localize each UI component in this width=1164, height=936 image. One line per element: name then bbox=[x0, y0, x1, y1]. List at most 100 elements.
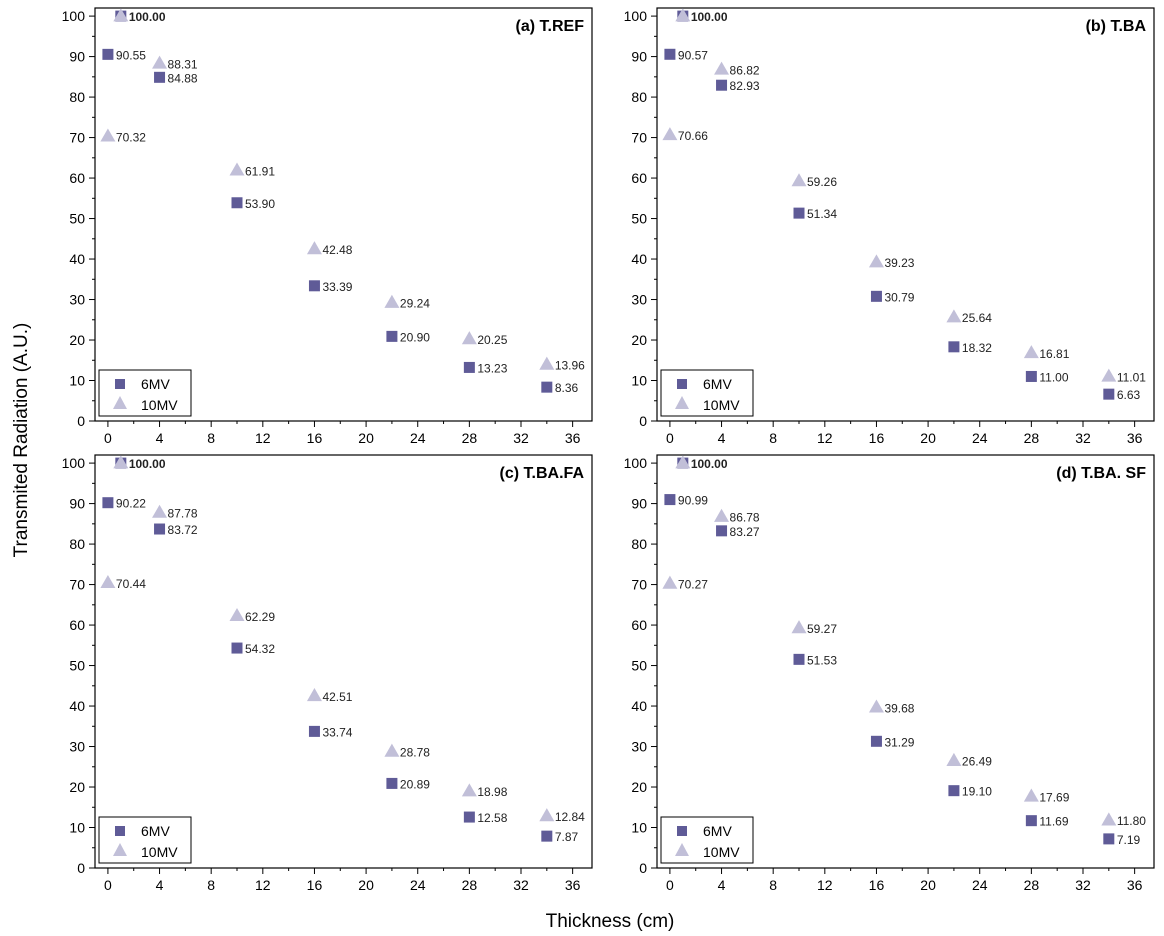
data-label: 33.74 bbox=[322, 725, 352, 739]
x-tick-label: 36 bbox=[565, 877, 581, 893]
y-tick-label: 90 bbox=[69, 49, 85, 65]
y-tick-label: 70 bbox=[631, 130, 647, 146]
data-label: 7.87 bbox=[555, 830, 579, 844]
data-label: 25.64 bbox=[962, 311, 992, 325]
point-10mv bbox=[229, 162, 245, 176]
y-tick-label: 0 bbox=[639, 413, 647, 429]
point-6mv bbox=[948, 341, 960, 353]
legend-label-6mv: 6MV bbox=[141, 376, 170, 392]
legend-marker-6mv bbox=[677, 379, 687, 389]
y-tick-label: 80 bbox=[69, 89, 85, 105]
point-10mv bbox=[1023, 788, 1039, 802]
point-6mv bbox=[664, 494, 676, 506]
y-tick-label: 50 bbox=[69, 658, 85, 674]
data-label: 31.29 bbox=[884, 735, 914, 749]
y-tick-label: 90 bbox=[69, 496, 85, 512]
legend-label-10mv: 10MV bbox=[141, 844, 178, 860]
data-label: 70.32 bbox=[116, 130, 146, 144]
point-6mv bbox=[793, 653, 805, 665]
data-label: 90.22 bbox=[116, 497, 146, 511]
x-tick-label: 36 bbox=[1127, 430, 1143, 446]
x-axis-title: Thickness (cm) bbox=[546, 911, 675, 932]
point-10mv bbox=[113, 455, 129, 469]
x-tick-label: 0 bbox=[666, 877, 674, 893]
y-tick-label: 10 bbox=[69, 820, 85, 836]
point-6mv bbox=[102, 497, 114, 509]
x-tick-label: 4 bbox=[718, 430, 726, 446]
data-label: 42.51 bbox=[322, 690, 352, 704]
point-10mv bbox=[714, 508, 730, 522]
y-tick-label: 40 bbox=[69, 698, 85, 714]
x-tick-label: 4 bbox=[718, 877, 726, 893]
point-6mv bbox=[463, 361, 475, 373]
point-10mv bbox=[868, 699, 884, 713]
point-6mv bbox=[308, 725, 320, 737]
point-6mv bbox=[308, 280, 320, 292]
x-tick-label: 28 bbox=[1024, 877, 1040, 893]
y-tick-label: 60 bbox=[631, 170, 647, 186]
panel-3: 0 10 20 30 40 50 60 70 80 90 100 0 4 8 12 16 20 24 28 32 36 (… bbox=[62, 454, 593, 893]
x-tick-label: 20 bbox=[920, 877, 936, 893]
legend-label-10mv: 10MV bbox=[703, 844, 740, 860]
point-6mv bbox=[1103, 388, 1115, 400]
y-tick-label: 70 bbox=[69, 130, 85, 146]
y-tick-label: 70 bbox=[631, 577, 647, 593]
panel-title: (d) T.BA. SF bbox=[1056, 465, 1146, 482]
data-label: 86.78 bbox=[730, 511, 760, 525]
data-label: 70.44 bbox=[116, 577, 146, 591]
data-label: 100.00 bbox=[129, 10, 166, 24]
data-label: 8.36 bbox=[555, 381, 579, 395]
data-label: 42.48 bbox=[322, 243, 352, 257]
legend-marker-10mv bbox=[675, 843, 689, 856]
point-6mv bbox=[386, 330, 398, 342]
x-tick-label: 32 bbox=[513, 877, 529, 893]
panel-title: (b) T.BA bbox=[1086, 18, 1147, 35]
legend-label-6mv: 6MV bbox=[141, 823, 170, 839]
data-label: 51.53 bbox=[807, 653, 837, 667]
point-6mv bbox=[541, 381, 553, 393]
y-tick-label: 0 bbox=[77, 860, 85, 876]
data-label: 17.69 bbox=[1039, 790, 1069, 804]
y-tick-label: 100 bbox=[62, 8, 86, 24]
data-label: 84.88 bbox=[168, 71, 198, 85]
data-label: 20.90 bbox=[400, 330, 430, 344]
y-tick-label: 40 bbox=[69, 251, 85, 267]
y-tick-label: 20 bbox=[631, 332, 647, 348]
data-label: 11.00 bbox=[1039, 370, 1068, 384]
data-label: 88.31 bbox=[168, 57, 198, 71]
point-6mv bbox=[231, 197, 243, 209]
plot-frame bbox=[94, 454, 593, 869]
point-6mv bbox=[154, 523, 166, 535]
point-10mv bbox=[675, 455, 691, 469]
data-label: 70.66 bbox=[678, 129, 708, 143]
x-tick-label: 20 bbox=[358, 430, 374, 446]
data-label: 82.93 bbox=[730, 79, 760, 93]
point-10mv bbox=[946, 309, 962, 323]
data-label: 29.24 bbox=[400, 297, 430, 311]
point-10mv bbox=[306, 241, 322, 255]
x-tick-label: 36 bbox=[1127, 877, 1143, 893]
point-10mv bbox=[229, 607, 245, 622]
point-6mv bbox=[1025, 815, 1037, 827]
y-axis-title: Transmited Radiation (A.U.) bbox=[11, 323, 32, 558]
panel-4: 0 10 20 30 40 50 60 70 80 90 100 0 4 8 12 16 20 24 28 32 36 (… bbox=[624, 454, 1155, 893]
legend-label-6mv: 6MV bbox=[703, 823, 732, 839]
y-tick-label: 50 bbox=[631, 211, 647, 227]
data-label: 100.00 bbox=[691, 10, 728, 24]
data-label: 11.69 bbox=[1039, 815, 1068, 829]
data-label: 6.63 bbox=[1117, 388, 1141, 402]
point-6mv bbox=[1025, 370, 1037, 382]
x-tick-label: 24 bbox=[972, 877, 988, 893]
data-label: 87.78 bbox=[168, 507, 198, 521]
data-label: 20.89 bbox=[400, 777, 430, 791]
x-tick-label: 8 bbox=[207, 430, 215, 446]
panel-title: (a) T.REF bbox=[516, 18, 585, 35]
point-10mv bbox=[113, 8, 129, 22]
legend-label-10mv: 10MV bbox=[703, 397, 740, 413]
x-tick-label: 12 bbox=[817, 430, 833, 446]
data-label: 11.01 bbox=[1117, 370, 1146, 384]
x-tick-label: 4 bbox=[156, 877, 164, 893]
data-label: 33.39 bbox=[322, 280, 352, 294]
data-label: 51.34 bbox=[807, 207, 837, 221]
y-tick-label: 30 bbox=[69, 739, 85, 755]
